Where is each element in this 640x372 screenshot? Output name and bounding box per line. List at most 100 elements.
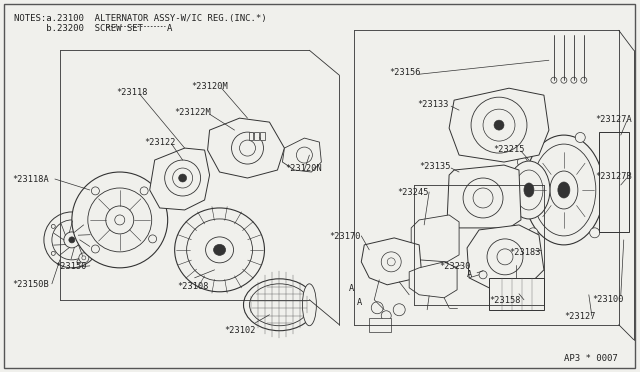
Circle shape [517,157,527,167]
Text: *23118A: *23118A [12,175,49,184]
Text: *23127: *23127 [564,312,595,321]
Circle shape [371,302,383,314]
Polygon shape [409,262,457,298]
Circle shape [479,271,487,279]
Polygon shape [467,225,544,288]
Circle shape [115,215,125,225]
Circle shape [52,220,92,260]
Circle shape [483,109,515,141]
Circle shape [615,143,621,149]
Bar [260,132,266,140]
Text: NOTES:a.23100  ALTERNATOR ASSY-W/IC REG.(INC.*): NOTES:a.23100 ALTERNATOR ASSY-W/IC REG.(… [14,15,267,23]
Circle shape [296,147,312,163]
Circle shape [72,172,168,268]
Bar [609,158,627,170]
Circle shape [615,179,621,185]
Ellipse shape [243,279,316,331]
Circle shape [497,249,513,265]
Text: *23122M: *23122M [175,108,211,117]
Polygon shape [449,88,549,162]
Circle shape [581,77,587,83]
Text: AP3 * 0007: AP3 * 0007 [564,354,618,363]
Text: A: A [357,298,362,307]
Text: *23133: *23133 [417,100,449,109]
Circle shape [179,174,187,182]
Bar [609,140,627,152]
Bar [609,176,627,188]
Circle shape [92,245,99,253]
Text: *23127B: *23127B [595,172,632,181]
Ellipse shape [250,284,309,326]
Ellipse shape [508,161,550,219]
Text: *23245: *23245 [397,188,429,197]
Ellipse shape [175,208,264,292]
Circle shape [148,235,157,243]
Circle shape [615,215,621,221]
Circle shape [381,252,401,272]
Text: *23183: *23183 [509,248,541,257]
Bar [609,194,627,206]
Text: A: A [467,270,472,279]
Bar [609,212,627,224]
Circle shape [239,140,255,156]
Ellipse shape [558,182,570,198]
Circle shape [88,188,152,252]
Circle shape [381,311,391,321]
Text: *23150B: *23150B [12,280,49,289]
Circle shape [487,239,523,275]
Polygon shape [362,238,421,285]
Text: *23170: *23170 [330,232,361,241]
Circle shape [77,216,81,220]
Circle shape [575,132,585,142]
Circle shape [551,77,557,83]
Text: *23120M: *23120M [191,82,228,91]
Text: b.23200  SCREW SET: b.23200 SCREW SET [14,24,143,33]
Text: *23135: *23135 [419,162,451,171]
Circle shape [164,160,200,196]
Ellipse shape [214,244,225,255]
Text: *23102: *23102 [225,326,256,335]
Circle shape [528,228,538,238]
Circle shape [463,178,503,218]
Circle shape [64,232,80,248]
Circle shape [93,238,97,242]
Bar [255,132,259,140]
Bar [489,278,544,310]
Polygon shape [282,138,321,172]
Circle shape [393,304,405,316]
Ellipse shape [524,183,534,197]
Circle shape [589,228,600,238]
Circle shape [615,197,621,203]
Polygon shape [207,118,284,178]
Circle shape [106,206,134,234]
Circle shape [173,168,193,188]
Circle shape [51,251,55,256]
Circle shape [77,260,81,264]
Circle shape [82,256,86,260]
Polygon shape [411,215,459,262]
Text: *23150: *23150 [55,262,86,271]
Text: *23158: *23158 [489,296,520,305]
Polygon shape [150,148,209,210]
Circle shape [69,237,75,243]
Circle shape [471,97,527,153]
Bar [248,132,253,140]
Text: *23100: *23100 [592,295,623,304]
Ellipse shape [524,135,604,245]
Circle shape [51,224,55,228]
Bar [369,318,391,332]
Circle shape [140,187,148,195]
Text: *23156: *23156 [389,68,420,77]
Circle shape [387,258,396,266]
Circle shape [44,212,100,268]
Circle shape [79,253,89,263]
Text: *23122: *23122 [145,138,176,147]
Circle shape [561,77,567,83]
Text: *23118: *23118 [116,88,148,97]
Text: *23108: *23108 [178,282,209,291]
Polygon shape [447,165,521,228]
Text: *23127A: *23127A [595,115,632,124]
Circle shape [494,120,504,130]
Ellipse shape [205,237,234,263]
Ellipse shape [515,170,543,210]
